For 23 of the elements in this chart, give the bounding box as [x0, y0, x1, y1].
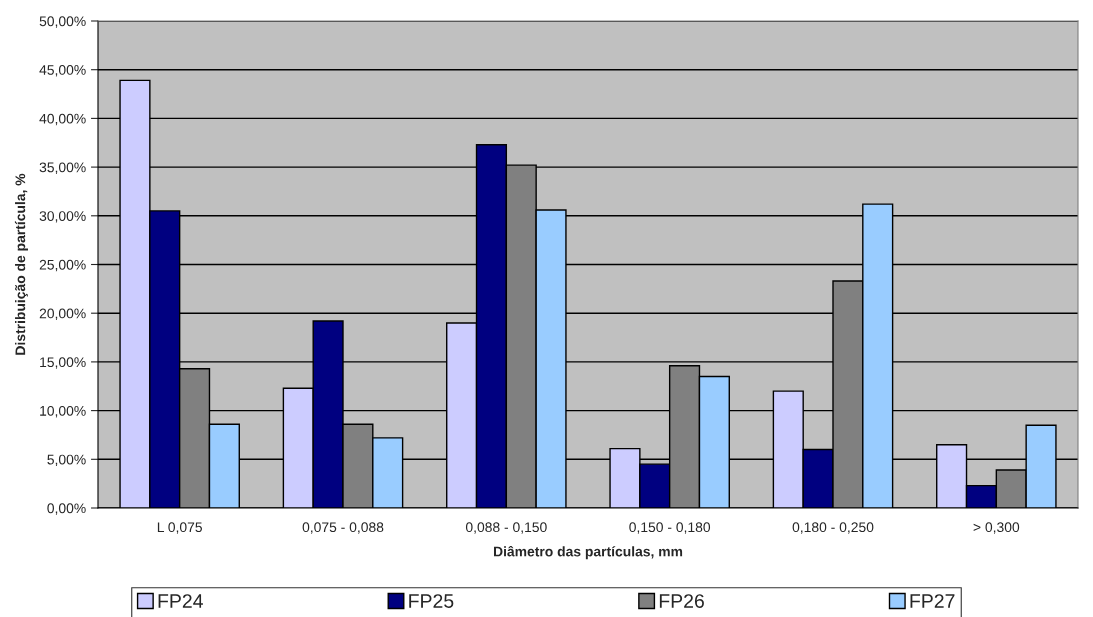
y-tick-label: 35,00% — [39, 162, 86, 174]
x-tick-label: > 0,300 — [973, 522, 1020, 534]
x-tick-label: 0,150 - 0,180 — [629, 522, 711, 534]
y-tick-label: 5,00% — [47, 454, 86, 467]
legend-label: FP26 — [659, 594, 704, 608]
x-tick-label: L 0,075 — [157, 522, 202, 534]
x-tick-label: 0,180 - 0,250 — [792, 522, 874, 534]
legend-label: FP25 — [409, 594, 454, 608]
y-tick-label: 50,00% — [39, 16, 86, 28]
y-tick-label: 20,00% — [39, 308, 86, 321]
legend-label: FP27 — [910, 594, 955, 608]
y-tick-label: 15,00% — [40, 357, 86, 369]
y-tick-label: 0,00% — [47, 503, 86, 515]
x-axis-title: Diâmetro das partículas, mm — [493, 545, 683, 560]
y-tick-label: 25,00% — [39, 259, 86, 272]
y-axis-title: Distribuição de partícula, % — [14, 173, 28, 355]
y-tick-label: 45,00% — [39, 65, 86, 77]
y-tick-label: 30,00% — [39, 211, 86, 223]
y-tick-label: 40,00% — [39, 113, 86, 126]
legend-label: FP24 — [158, 594, 203, 608]
y-tick-label: 10,00% — [40, 405, 86, 418]
x-tick-label: 0,075 - 0,088 — [302, 522, 384, 534]
x-tick-label: 0,088 - 0,150 — [465, 522, 547, 534]
